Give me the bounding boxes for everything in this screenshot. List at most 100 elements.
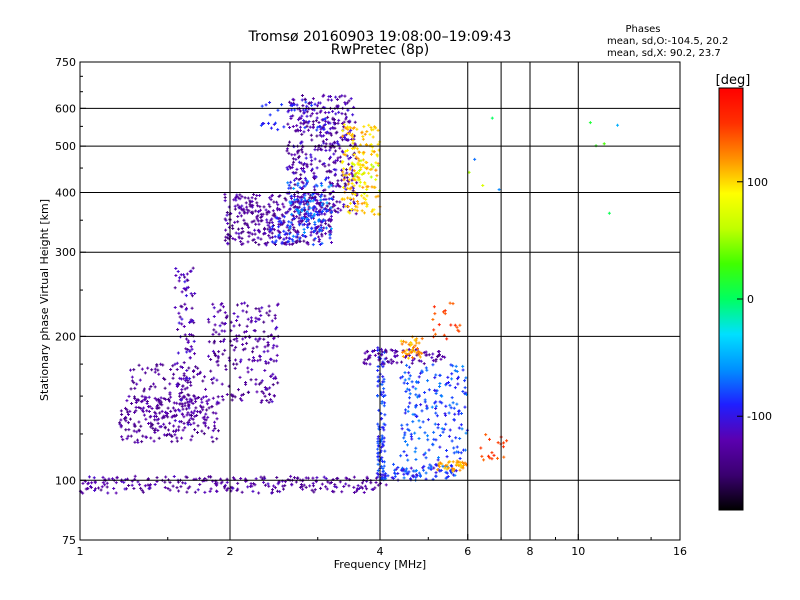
data-point [427, 448, 431, 452]
data-point [156, 421, 160, 425]
data-point [287, 228, 291, 232]
data-point [268, 392, 272, 396]
data-point [135, 430, 139, 434]
data-point [356, 170, 360, 174]
data-point [326, 98, 330, 102]
data-point [262, 232, 266, 236]
data-point [455, 325, 459, 329]
data-point [316, 192, 320, 196]
data-point [241, 392, 245, 396]
data-point [148, 415, 152, 419]
data-point [329, 227, 333, 231]
data-point [193, 409, 197, 413]
data-point [185, 475, 189, 479]
data-point [162, 433, 166, 437]
data-point [298, 485, 302, 489]
data-point [240, 393, 244, 397]
data-point [203, 490, 207, 494]
data-point [247, 225, 251, 229]
data-point [259, 212, 263, 216]
data-point [381, 365, 385, 369]
data-point [129, 434, 133, 438]
data-point [351, 132, 355, 136]
data-point [444, 404, 448, 408]
data-point [189, 414, 193, 418]
data-point [380, 456, 384, 460]
data-point [319, 130, 323, 134]
data-point [382, 460, 386, 464]
data-point [353, 142, 357, 146]
data-point [351, 138, 355, 142]
data-point [216, 359, 220, 363]
data-point [243, 301, 247, 305]
data-point [141, 410, 145, 414]
data-point [320, 193, 324, 197]
data-point [304, 220, 308, 224]
data-point [167, 428, 171, 432]
data-point [132, 429, 136, 433]
data-point [292, 171, 296, 175]
data-point [341, 160, 345, 164]
data-point [294, 177, 298, 181]
data-point [305, 114, 309, 118]
data-point [319, 486, 323, 490]
data-point [262, 480, 266, 484]
data-point [147, 395, 151, 399]
data-point [223, 217, 227, 221]
data-point [473, 157, 477, 161]
data-point [303, 184, 307, 188]
data-point [363, 484, 367, 488]
data-point [362, 150, 366, 154]
data-point [162, 396, 166, 400]
data-point [295, 197, 299, 201]
data-point [322, 475, 326, 479]
data-point [403, 440, 407, 444]
data-point [270, 217, 274, 221]
data-point [323, 188, 327, 192]
data-point [408, 392, 412, 396]
data-point [344, 153, 348, 157]
data-point [346, 148, 350, 152]
data-point [297, 160, 301, 164]
data-point [269, 198, 273, 202]
data-point [295, 207, 299, 211]
data-point [331, 126, 335, 130]
data-point [208, 489, 212, 493]
data-point [164, 475, 168, 479]
data-point [179, 398, 183, 402]
data-point [317, 101, 321, 105]
data-point [186, 341, 190, 345]
data-point [234, 195, 238, 199]
data-point [291, 124, 295, 128]
x-tick-label: 10 [571, 545, 585, 558]
data-point [451, 302, 455, 306]
data-point [244, 382, 248, 386]
data-point [166, 411, 170, 415]
data-point [407, 356, 411, 360]
data-point [297, 220, 301, 224]
data-point [410, 342, 414, 346]
data-point [306, 242, 310, 246]
data-point [386, 474, 390, 478]
data-point [225, 480, 229, 484]
data-point [460, 464, 464, 468]
data-point [488, 456, 492, 460]
data-point [282, 215, 286, 219]
data-point [381, 444, 385, 448]
data-point [303, 162, 307, 166]
data-point [490, 116, 494, 120]
data-point [349, 186, 353, 190]
data-point [211, 411, 215, 415]
data-point [183, 387, 187, 391]
data-point [432, 328, 436, 332]
data-point [269, 228, 273, 232]
data-point [309, 196, 313, 200]
data-point [409, 466, 413, 470]
data-point [328, 236, 332, 240]
data-point [436, 423, 440, 427]
data-point [464, 376, 468, 380]
data-point [140, 440, 144, 444]
data-point [411, 420, 415, 424]
data-point [247, 209, 251, 213]
data-point [148, 484, 152, 488]
